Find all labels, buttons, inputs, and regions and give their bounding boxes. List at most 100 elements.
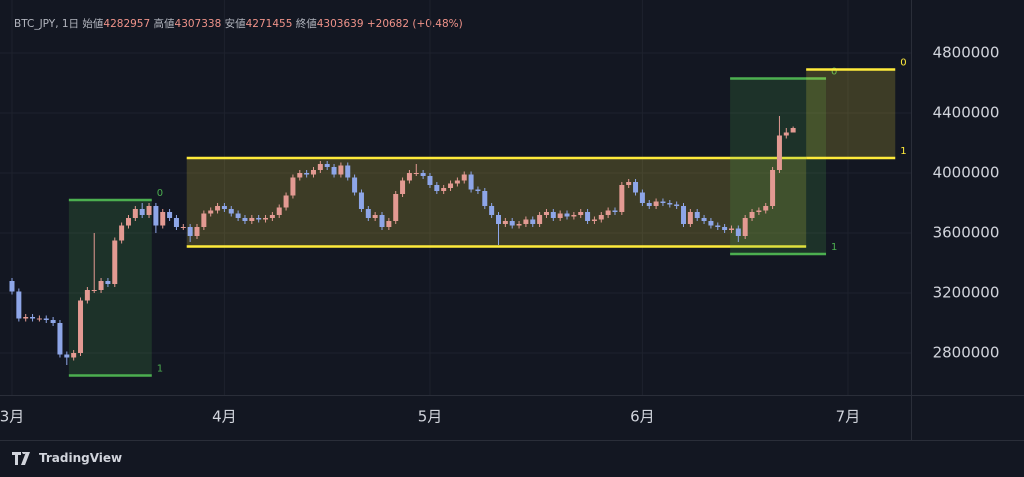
candle-body <box>132 209 138 218</box>
candle-body <box>564 213 570 217</box>
candle-body <box>43 318 49 320</box>
candle-body <box>91 290 97 291</box>
candle-body <box>701 218 707 221</box>
candle-body <box>783 132 789 136</box>
candle-body <box>290 177 296 196</box>
candle-body <box>84 290 90 301</box>
brand: TradingView <box>39 451 123 465</box>
candle-body <box>98 281 104 290</box>
candle-body <box>516 224 522 226</box>
ohlc-value: 4271455 <box>245 18 293 30</box>
candle-body <box>537 215 543 224</box>
candle-body <box>406 173 412 181</box>
candle-body <box>509 221 515 226</box>
candle-body <box>400 180 406 194</box>
candle-body <box>681 206 687 224</box>
candle-body <box>441 188 447 191</box>
ohlc-label: 安値 <box>224 18 246 30</box>
candle-body <box>708 221 714 226</box>
candle-body <box>167 212 173 218</box>
candle-body <box>687 212 693 224</box>
candle-body <box>585 212 591 221</box>
candle-body <box>756 210 762 212</box>
ohlc-label: 終値 <box>295 18 317 30</box>
candle-body <box>304 173 310 175</box>
fib-label: 0 <box>900 58 906 69</box>
fib-label: 1 <box>157 364 163 375</box>
candle-body <box>502 221 508 224</box>
candle-body <box>153 206 159 226</box>
candle-body <box>598 215 604 220</box>
candle-body <box>276 207 282 215</box>
candle-body <box>612 210 618 212</box>
candle-body <box>310 170 316 175</box>
fib-box <box>806 69 896 158</box>
candle-body <box>591 219 597 221</box>
candle-body <box>728 228 734 230</box>
candle-body <box>256 218 262 220</box>
x-tick-label: 6月 <box>630 408 655 426</box>
x-tick-label: 5月 <box>418 408 443 426</box>
candle-body <box>194 227 200 236</box>
ohlc-label: 高値 <box>153 18 175 30</box>
candle-body <box>475 189 481 191</box>
candle-body <box>468 174 474 190</box>
candle-body <box>139 209 145 215</box>
fib-label: 1 <box>900 146 906 157</box>
candle-body <box>578 212 584 215</box>
candle-body <box>208 210 214 214</box>
candle-body <box>550 212 556 218</box>
fib-label: 1 <box>831 242 837 253</box>
footer[interactable]: TradingView <box>12 451 122 465</box>
candle-body <box>674 204 680 206</box>
candle-body <box>324 164 330 167</box>
candle-body <box>427 176 433 185</box>
candle-body <box>297 173 303 178</box>
candle-body <box>23 317 29 319</box>
candle-body <box>605 210 611 215</box>
ohlc-value: 4282957 <box>103 18 151 30</box>
candle-body <box>646 203 652 206</box>
candle-body <box>365 209 371 218</box>
candle-body <box>715 225 721 227</box>
candle-body <box>215 206 221 211</box>
candle-body <box>742 218 748 236</box>
candle-body <box>530 219 536 224</box>
candle-body <box>30 317 36 319</box>
candle-body <box>523 219 529 224</box>
candle-body <box>735 228 741 236</box>
candle-body <box>653 201 659 206</box>
candle-body <box>146 206 152 215</box>
candle-body <box>420 173 426 176</box>
candle-body <box>571 215 577 217</box>
candle-body <box>776 135 782 170</box>
candle-body <box>317 164 323 170</box>
header: BTC_JPY, 1日 始値4282957 高値4307338 安値427145… <box>14 16 463 31</box>
candle-body <box>71 353 77 358</box>
candle-body <box>173 218 179 227</box>
candle-body <box>64 354 70 358</box>
candle-body <box>338 165 344 175</box>
candle-body <box>770 170 776 206</box>
candle-body <box>434 185 440 191</box>
candle-body <box>495 215 501 224</box>
candle-body <box>626 182 632 185</box>
candle-body <box>393 194 399 221</box>
candle-body <box>112 240 118 284</box>
candle-body <box>694 212 700 218</box>
y-tick-label: 3600000 <box>933 224 1000 242</box>
candle-body <box>386 221 392 227</box>
candle-body <box>482 191 488 206</box>
candle-body <box>358 192 364 209</box>
candle-body <box>160 212 166 226</box>
candle-body <box>119 225 125 241</box>
y-tick-label: 4000000 <box>933 164 1000 182</box>
candle-body <box>249 218 255 221</box>
ohlc-value: 4303639 <box>316 18 364 30</box>
y-tick-label: 4800000 <box>933 44 1000 62</box>
candle-body <box>125 218 131 226</box>
candle-body <box>619 185 625 212</box>
candle-body <box>57 323 63 355</box>
candle-body <box>633 182 639 193</box>
